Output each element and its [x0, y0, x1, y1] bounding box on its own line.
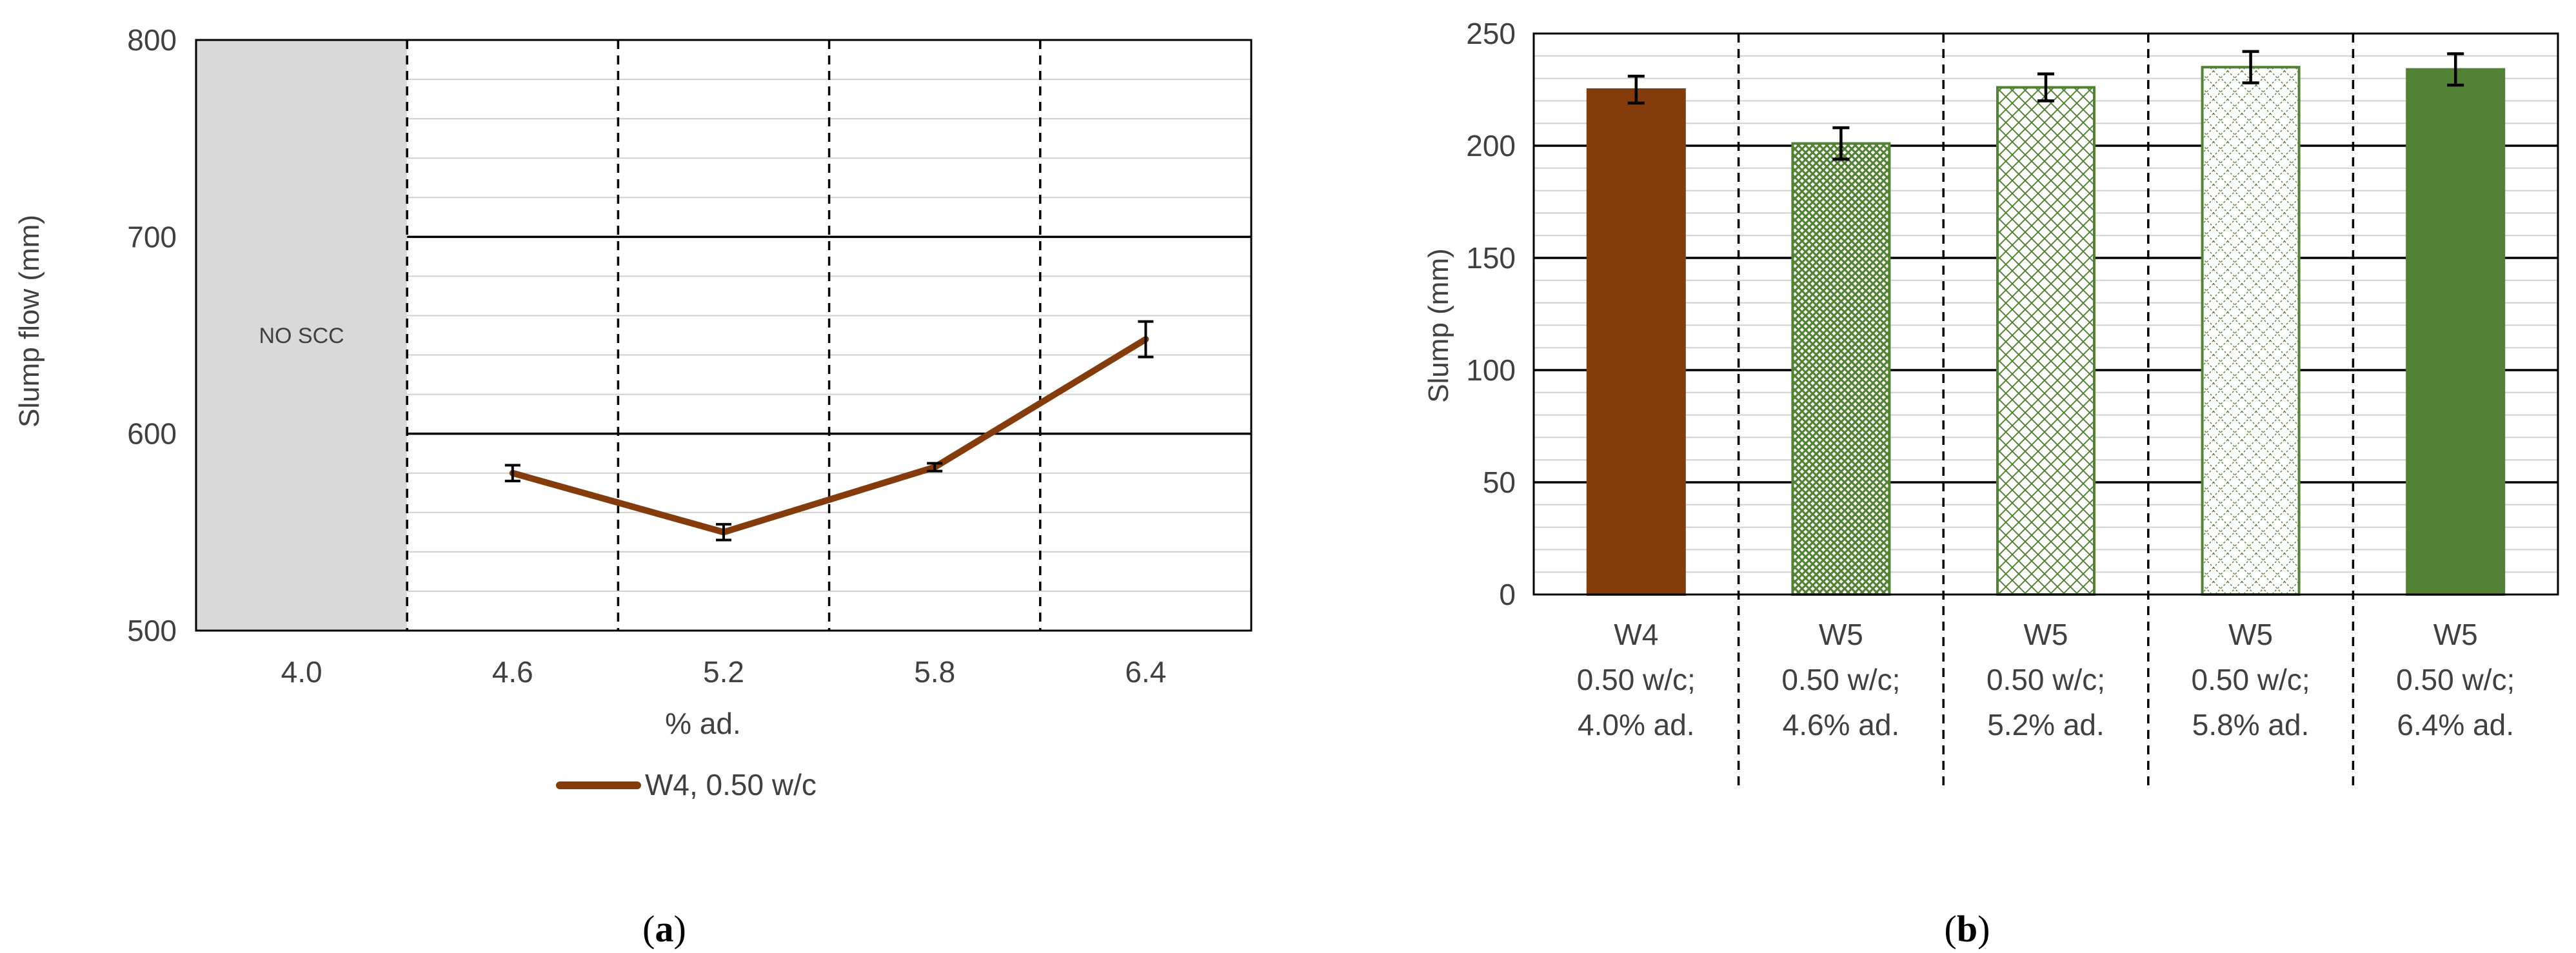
series-line — [509, 336, 1149, 536]
x-tick-label: 5.2 — [703, 655, 744, 689]
error-bar — [2037, 72, 2054, 103]
error-bar — [2447, 52, 2464, 87]
y-tick-label: 100 — [1466, 353, 1516, 387]
x-tick-label: 0.50 w/c; — [1986, 663, 2105, 696]
x-tick-label: 4.0 — [281, 655, 322, 689]
panel-a-line-chart: NO SCC 500 600 700 800 4.0 4.6 5.2 5.8 6.4 Slum… — [14, 23, 1253, 950]
error-bar — [1832, 126, 1850, 161]
panel-b-y-tick-labels: 0 50 100 150 200 250 — [1466, 17, 1516, 611]
x-tick-label: 5.8 — [914, 655, 955, 689]
bar — [1996, 86, 2095, 596]
bar — [2406, 68, 2506, 596]
x-tick-label: 0.50 w/c; — [2192, 663, 2310, 696]
x-tick-label: 5.8% ad. — [2192, 708, 2310, 742]
y-tick-label: 700 — [127, 220, 177, 253]
error-bar — [1138, 320, 1154, 359]
y-tick-label: 150 — [1466, 241, 1516, 275]
panel-b-plot-area — [1532, 32, 2559, 596]
error-bar — [716, 523, 731, 542]
x-tick-label: 4.6% ad. — [1783, 708, 1900, 742]
x-tick-label: 5.2% ad. — [1987, 708, 2105, 742]
x-tick-label: 0.50 w/c; — [1577, 663, 1696, 696]
plot-frame — [1532, 32, 2559, 596]
panel-a-y-axis-label: Slump flow (mm) — [14, 215, 45, 427]
x-tick-label: 6.4% ad. — [2397, 708, 2514, 742]
y-tick-label: 500 — [127, 614, 177, 647]
panel-a-plot-area — [195, 39, 1253, 632]
bar — [2201, 66, 2301, 596]
panel-a-shaded-region: NO SCC — [196, 40, 408, 631]
bar — [1586, 88, 1686, 596]
plot-frame — [195, 39, 1253, 632]
no-scc-region — [196, 40, 408, 631]
x-tick-label: 6.4 — [1125, 655, 1166, 689]
panel-a-series — [504, 320, 1154, 542]
error-bar — [927, 462, 943, 473]
x-tick-label: W5 — [2228, 618, 2273, 651]
x-tick-label: 4.0% ad. — [1578, 708, 1695, 742]
x-tick-label: W5 — [1819, 618, 1863, 651]
panel-b-x-tick-labels: W4 0.50 w/c; 4.0% ad. W5 0.50 w/c; 4.6% ad. W5… — [1577, 618, 2515, 742]
x-tick-label: W4 — [1614, 618, 1658, 651]
x-tick-label: W5 — [2433, 618, 2478, 651]
error-bar — [2242, 50, 2259, 84]
no-scc-label: NO SCC — [259, 324, 344, 348]
bar — [1791, 142, 1891, 596]
y-tick-label: 600 — [127, 417, 177, 451]
panel-b-caption: (b) — [1945, 908, 1990, 950]
panel-b-bars — [1586, 50, 2506, 596]
panel-a-category-dividers — [406, 40, 1042, 631]
panel-a-x-axis-label: % ad. — [665, 707, 741, 740]
panel-a-label: a — [655, 908, 674, 950]
x-tick-label: 0.50 w/c; — [2396, 663, 2515, 696]
x-tick-label: 0.50 w/c; — [1781, 663, 1900, 696]
panel-b-label: b — [1957, 908, 1977, 950]
panel-b-category-dividers — [1737, 34, 2355, 788]
panel-b-y-axis-label: Slump (mm) — [1423, 248, 1454, 403]
panel-a-y-tick-labels: 500 600 700 800 — [127, 23, 177, 647]
y-tick-label: 50 — [1483, 466, 1516, 499]
y-tick-label: 800 — [127, 23, 177, 57]
y-tick-label: 0 — [1499, 578, 1516, 611]
panel-b-bar-chart: 0 50 100 150 200 250 W4 0.50 w/c; 4.0% ad. W5 0.5… — [1423, 17, 2559, 950]
panel-a-x-tick-labels: 4.0 4.6 5.2 5.8 6.4 — [281, 655, 1167, 689]
x-tick-label: 4.6 — [492, 655, 533, 689]
error-bar — [1627, 74, 1645, 105]
y-tick-label: 200 — [1466, 129, 1516, 162]
x-tick-label: W5 — [2024, 618, 2068, 651]
panel-a-caption: (a) — [642, 908, 686, 950]
panel-a-legend: W4, 0.50 w/c — [556, 768, 817, 801]
error-bar — [504, 464, 520, 482]
y-tick-label: 250 — [1466, 17, 1516, 50]
legend-label: W4, 0.50 w/c — [645, 768, 817, 801]
